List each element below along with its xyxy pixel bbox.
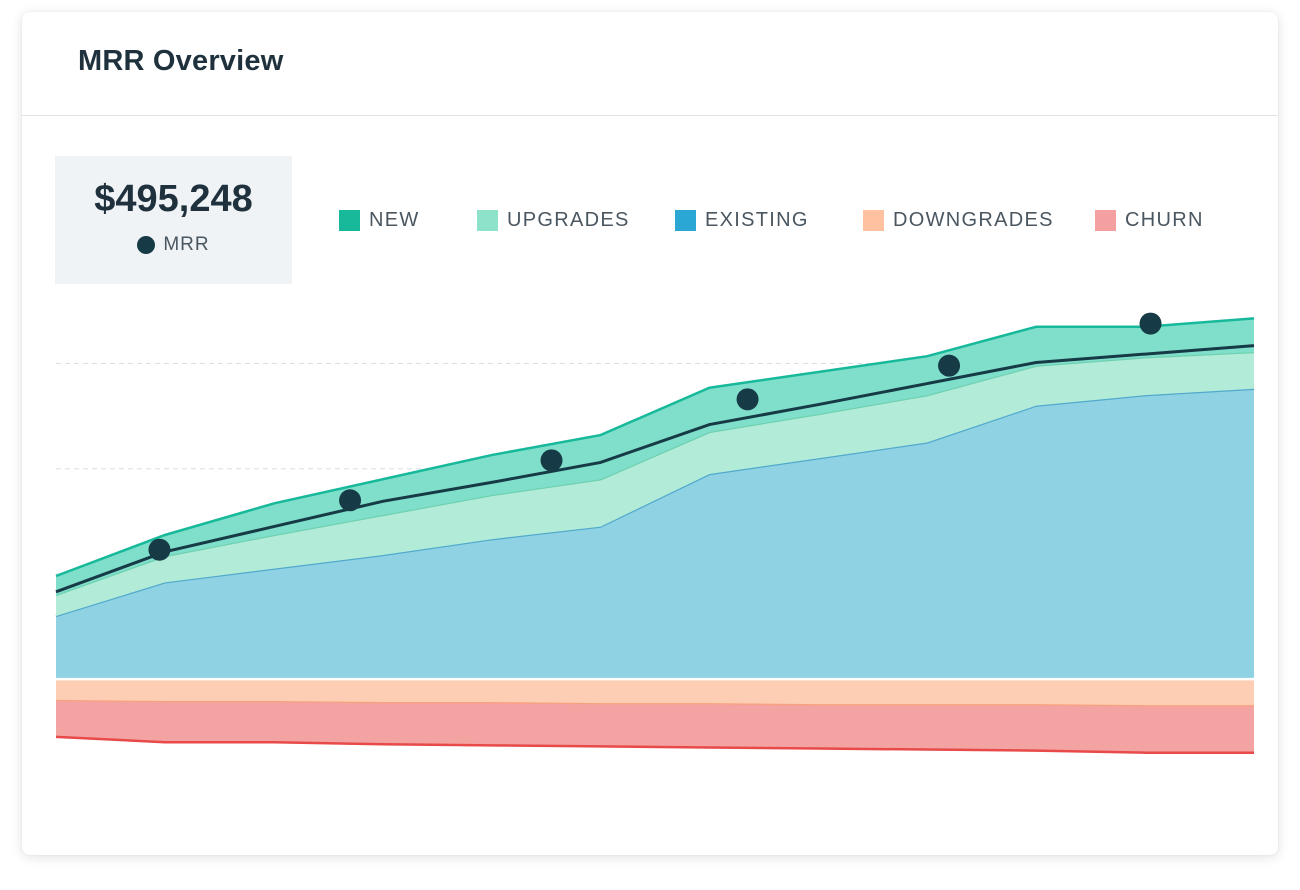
mrr-marker-2 <box>339 489 362 512</box>
legend-swatch-existing <box>675 210 696 231</box>
card-title: MRR Overview <box>78 45 284 77</box>
area-existing <box>56 388 1254 680</box>
legend-swatch-churn <box>1095 210 1116 231</box>
mrr-line <box>55 344 1255 594</box>
legend-label-existing: EXISTING <box>705 209 809 231</box>
legend-label-new: NEW <box>369 209 420 231</box>
mrr-overview-card: MRR Overview $495,248 MRR NEW UPGRADES E… <box>22 12 1278 855</box>
mrr-dot-icon <box>137 236 156 254</box>
mrr-marker-5 <box>938 354 961 377</box>
legend-item-upgrades[interactable]: UPGRADES <box>477 209 630 232</box>
mrr-area-chart <box>55 312 1255 754</box>
area-new <box>56 318 1254 595</box>
mrr-marker-3 <box>540 449 563 472</box>
legend-swatch-downgrades <box>863 210 884 231</box>
line-new <box>55 317 1255 578</box>
legend-item-churn[interactable]: CHURN <box>1095 209 1204 232</box>
legend-item-existing[interactable]: EXISTING <box>675 209 809 232</box>
legend-label-churn: CHURN <box>1125 209 1204 231</box>
mrr-label: MRR <box>163 234 210 255</box>
area-downgrades <box>56 679 1254 707</box>
mrr-summary-label: MRR <box>55 234 292 256</box>
area-upgrades <box>56 351 1254 616</box>
mrr-summary: $495,248 MRR <box>55 156 292 284</box>
mrr-marker-1 <box>148 538 171 561</box>
legend-swatch-new <box>339 210 360 231</box>
mrr-marker-6 <box>1139 312 1162 335</box>
card-header: MRR Overview <box>22 12 1278 116</box>
mrr-total-value: $495,248 <box>94 178 253 220</box>
legend-label-upgrades: UPGRADES <box>507 209 630 231</box>
area-churn <box>56 701 1254 753</box>
legend-label-downgrades: DOWNGRADES <box>893 209 1054 231</box>
legend-item-downgrades[interactable]: DOWNGRADES <box>863 209 1054 232</box>
legend-item-new[interactable]: NEW <box>339 209 420 232</box>
line-churn <box>55 735 1254 754</box>
legend-swatch-upgrades <box>477 210 498 231</box>
mrr-marker-4 <box>736 388 759 411</box>
